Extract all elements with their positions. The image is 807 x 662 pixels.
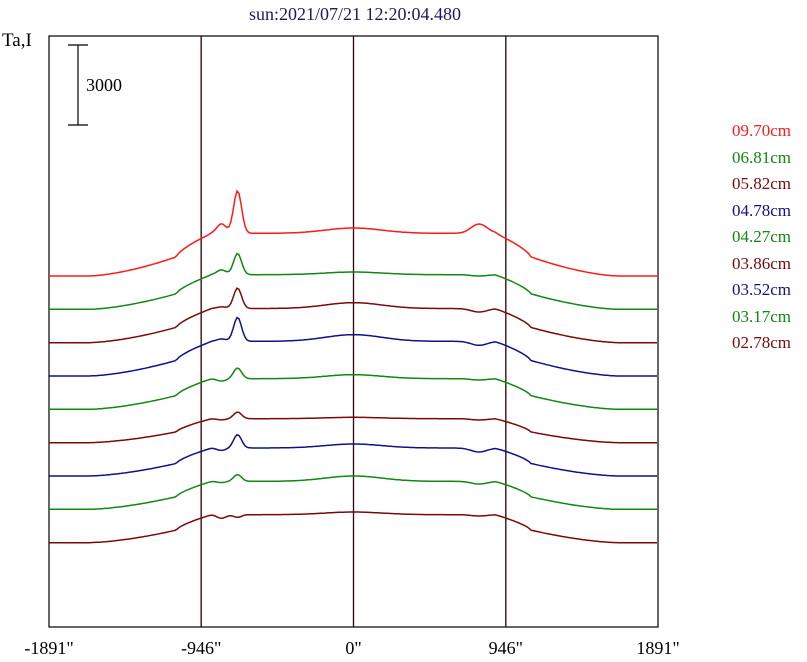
legend-entry: 05.82cm	[732, 174, 792, 193]
legend-entry: 04.27cm	[732, 227, 792, 246]
series-line-03.17cm	[49, 473, 657, 511]
scale-bar-label: 3000	[86, 75, 122, 95]
chart-title: sun:2021/07/21 12:20:04.480	[248, 4, 461, 24]
legend-entry: 03.52cm	[732, 280, 792, 299]
series-line-03.52cm	[49, 433, 657, 477]
vertical-guide-lines	[200, 36, 507, 627]
x-tick-label: 1891"	[636, 638, 680, 658]
x-tick-label: -1891"	[24, 638, 74, 658]
series-line-05.82cm	[49, 287, 657, 344]
legend-entry: 04.78cm	[732, 200, 792, 220]
legend-entry: 03.86cm	[732, 253, 792, 273]
legend: 09.70cm 06.81cm 05.82cm 04.78cm 04.27cm 03.86…	[732, 118, 791, 357]
legend-entry: 06.81cm	[732, 147, 792, 167]
x-tick-label: 0"	[345, 638, 362, 658]
x-tick-label: 946"	[488, 638, 523, 658]
series-line-02.78cm	[49, 511, 657, 544]
series-line-03.86cm	[49, 411, 657, 444]
series-line-04.78cm	[49, 316, 657, 377]
series-line-04.27cm	[49, 367, 657, 411]
series-lines	[49, 189, 657, 544]
series-line-09.70cm	[49, 189, 657, 277]
scale-bar: 3000	[68, 44, 122, 126]
legend-entry: 09.70cm	[732, 121, 792, 140]
x-tick-label: -946"	[180, 638, 222, 658]
series-line-06.81cm	[49, 252, 657, 311]
y-axis-label: Ta,I	[2, 30, 32, 51]
legend-entry: 02.78cm	[732, 333, 792, 352]
legend-entry: 03.17cm	[732, 306, 792, 326]
